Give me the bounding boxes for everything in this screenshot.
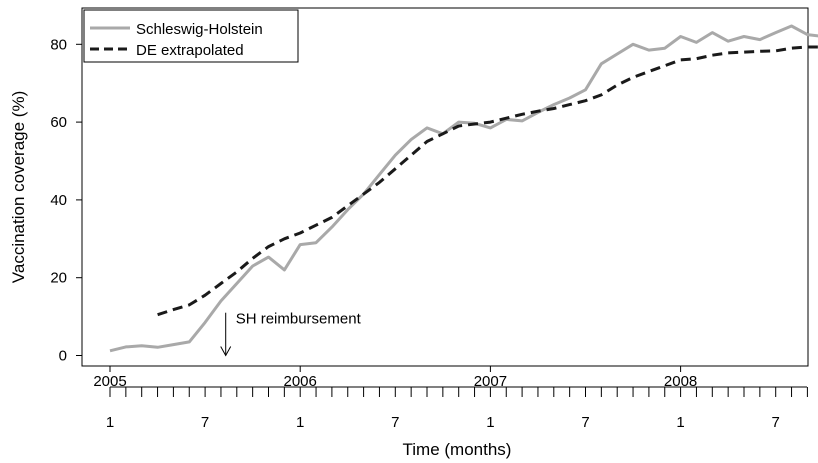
legend-label-de-extrapolated: DE extrapolated: [136, 42, 244, 59]
year-tick-label: 2005: [93, 373, 126, 390]
y-tick-label: 40: [50, 192, 67, 209]
year-tick-label: 2008: [664, 373, 697, 390]
y-tick-label: 0: [59, 348, 67, 365]
year-axis: 2005 2006 2007 2008: [93, 366, 697, 390]
y-axis: 0 20 40 60 80: [50, 36, 82, 365]
month-tick-label: 1: [106, 414, 114, 431]
y-tick-label: 80: [50, 36, 67, 53]
month-tick-label: 1: [486, 414, 494, 431]
year-tick-label: 2006: [284, 373, 317, 390]
y-axis-label: Vaccination coverage (%): [9, 91, 28, 283]
series-line-de-extrapolated: [157, 45, 818, 317]
y-tick-label: 20: [50, 270, 67, 287]
month-tick-label: 1: [296, 414, 304, 431]
month-tick-label: 7: [772, 414, 780, 431]
month-tick-label: 7: [201, 414, 209, 431]
annotation-layer: SH reimbursement: [220, 311, 362, 357]
series-line-schleswig-holstein: [109, 24, 818, 353]
legend: Schleswig-Holstein DE extrapolated: [83, 9, 299, 63]
reimbursement-annotation: SH reimbursement: [236, 311, 362, 328]
month-axis: 1 7 1 7 1 7 1 7: [106, 387, 808, 431]
month-tick-label: 7: [391, 414, 399, 431]
plot-frame: [81, 7, 809, 367]
month-tick-label: 1: [676, 414, 684, 431]
legend-box: [83, 9, 299, 63]
month-tick-label: 7: [581, 414, 589, 431]
series-layer: [109, 24, 818, 353]
reimbursement-arrow-head: [220, 346, 232, 357]
y-tick-label: 60: [50, 114, 67, 131]
legend-label-schleswig-holstein: Schleswig-Holstein: [136, 21, 263, 38]
x-axis-label: Time (months): [403, 440, 512, 459]
year-tick-label: 2007: [474, 373, 507, 390]
